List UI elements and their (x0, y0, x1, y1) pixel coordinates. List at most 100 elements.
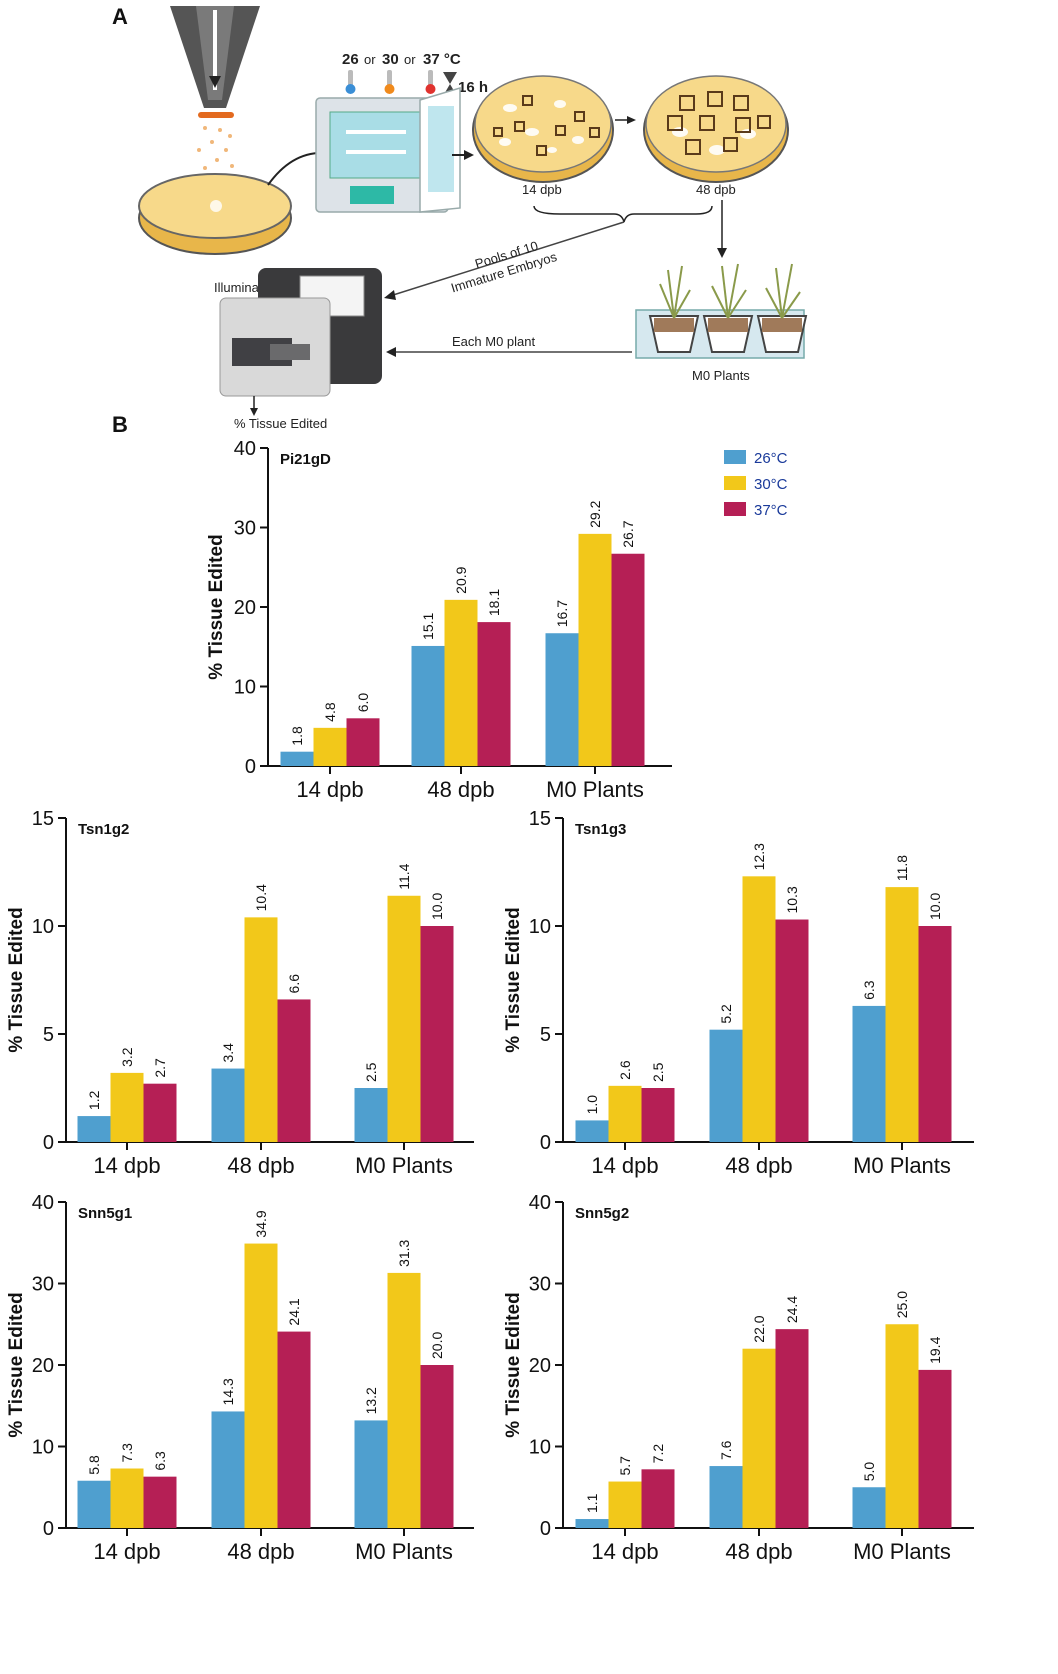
particle-gun-icon (170, 6, 260, 170)
y-tick-label: 0 (245, 756, 256, 778)
data-label: 22.0 (751, 1315, 767, 1342)
m0-plants-label: M0 Plants (692, 368, 750, 383)
data-label: 13.2 (363, 1387, 379, 1414)
bar-37c (346, 718, 380, 766)
y-tick-label: 20 (32, 1355, 54, 1377)
panel-a-letter: A (112, 4, 128, 29)
thermometer-icon (345, 70, 436, 94)
x-tick-label: 14 dpb (591, 1153, 658, 1178)
data-label: 18.1 (486, 589, 502, 616)
bar-37c (420, 1365, 454, 1528)
temp-37-label: 37 °C (423, 51, 461, 68)
bar-26c (852, 1005, 886, 1142)
chart-snn5g2: 0 10 20 30 40 % Tissue Edited Snn5g2 14 dpb 1.1 5… (503, 1192, 974, 1564)
y-axis-label: % Tissue Edited (503, 907, 524, 1052)
x-tick-label: 48 dpb (227, 1539, 294, 1564)
x-tick-label: 48 dpb (725, 1539, 792, 1564)
chart-title: Tsn1g2 (78, 821, 129, 838)
data-label: 6.0 (355, 693, 371, 713)
bar-37c (918, 926, 952, 1142)
y-tick-label: 30 (234, 518, 256, 540)
y-axis-label: % Tissue Edited (206, 534, 227, 679)
x-tick-label: M0 Plants (355, 1153, 453, 1178)
data-label: 14.3 (220, 1378, 236, 1405)
dish-48dpb-icon (643, 75, 789, 183)
data-label: 5.8 (86, 1455, 102, 1475)
data-label: 20.0 (429, 1332, 445, 1359)
y-tick-label: 40 (234, 438, 256, 460)
x-tick-label: 14 dpb (93, 1539, 160, 1564)
bar-37c (641, 1088, 675, 1142)
data-label: 7.2 (650, 1444, 666, 1464)
y-tick-label: 10 (234, 677, 256, 699)
dish-14dpb-icon (472, 75, 614, 183)
data-label: 10.3 (784, 886, 800, 913)
chart-title: Tsn1g3 (575, 821, 626, 838)
bar-26c (545, 633, 579, 766)
y-tick-label: 10 (529, 916, 551, 938)
bar-30c (578, 533, 612, 766)
bar-26c (280, 751, 314, 766)
x-tick-label: 48 dpb (227, 1153, 294, 1178)
data-label: 2.7 (152, 1058, 168, 1078)
data-label: 25.0 (894, 1291, 910, 1318)
pools-label: Pools of 10 Immature Embryos (449, 238, 559, 295)
petri-dish-icon (138, 173, 292, 255)
sequencer-icon (219, 268, 382, 397)
bar-37c (775, 919, 809, 1142)
y-tick-label: 40 (32, 1192, 54, 1214)
data-label: 5.0 (861, 1462, 877, 1482)
chart-pi21gd: 0 10 20 30 40 % Tissue Edited Pi21gD 14 dpb 1.8 4… (206, 438, 672, 802)
bar-26c (575, 1120, 609, 1142)
data-label: 24.4 (784, 1296, 800, 1323)
data-label: 16.7 (554, 600, 570, 627)
y-tick-label: 0 (540, 1518, 551, 1540)
or-label-1: or (364, 52, 376, 67)
x-tick-label: 14 dpb (591, 1539, 658, 1564)
data-label: 4.8 (322, 702, 338, 722)
bar-26c (852, 1487, 886, 1528)
bar-37c (918, 1369, 952, 1528)
legend-swatch-30 (724, 476, 746, 490)
legend-swatch-37 (724, 502, 746, 516)
bar-30c (387, 1272, 421, 1528)
y-tick-label: 0 (43, 1132, 54, 1154)
panel-b-letter: B (112, 412, 128, 437)
temp-30-label: 30 (382, 51, 399, 68)
data-label: 2.5 (363, 1062, 379, 1082)
bar-30c (244, 1243, 278, 1528)
bar-26c (354, 1088, 388, 1142)
tissue-edited-label: % Tissue Edited (234, 416, 327, 431)
y-tick-label: 20 (529, 1355, 551, 1377)
data-label: 2.5 (650, 1062, 666, 1082)
data-label: 1.0 (584, 1095, 600, 1115)
bar-charts: 0 10 20 30 40 % Tissue Edited Pi21gD 14 dpb 1.8 4… (6, 438, 974, 1564)
temp-26-label: 26 (342, 51, 359, 68)
data-label: 29.2 (587, 500, 603, 527)
bar-30c (885, 1324, 919, 1528)
y-tick-label: 15 (529, 808, 551, 830)
data-label: 11.8 (894, 855, 910, 881)
chart-title: Snn5g2 (575, 1205, 629, 1222)
y-tick-label: 10 (32, 916, 54, 938)
each-plant-label: Each M0 plant (452, 334, 535, 349)
data-label: 19.4 (927, 1336, 943, 1363)
data-label: 7.3 (119, 1443, 135, 1463)
y-tick-label: 0 (540, 1132, 551, 1154)
y-tick-label: 10 (32, 1437, 54, 1459)
bar-37c (477, 622, 511, 766)
bar-26c (709, 1466, 743, 1528)
bar-26c (411, 645, 445, 766)
data-label: 5.2 (718, 1004, 734, 1024)
y-axis-label: % Tissue Edited (6, 907, 27, 1052)
bar-37c (641, 1469, 675, 1528)
chart-title: Snn5g1 (78, 1205, 132, 1222)
data-label: 31.3 (396, 1239, 412, 1266)
x-tick-label: M0 Plants (546, 777, 644, 802)
bar-26c (354, 1420, 388, 1528)
chart-title: Pi21gD (280, 451, 331, 468)
data-label: 10.0 (429, 893, 445, 920)
bar-37c (143, 1476, 177, 1528)
incubator-icon (315, 86, 461, 213)
